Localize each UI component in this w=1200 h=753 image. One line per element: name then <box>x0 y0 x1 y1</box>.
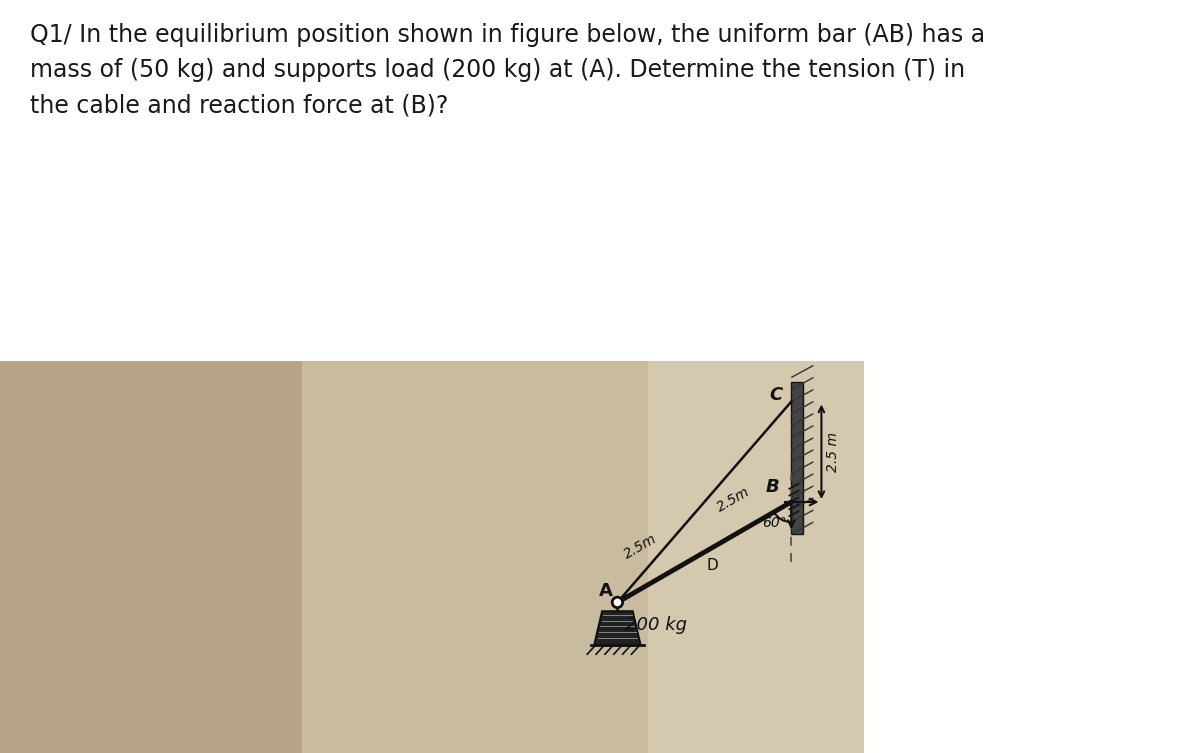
Bar <box>0 361 302 753</box>
Polygon shape <box>594 611 641 645</box>
Text: B: B <box>766 478 779 496</box>
Circle shape <box>612 597 623 608</box>
Text: 2.5m: 2.5m <box>622 532 659 562</box>
Text: 60°: 60° <box>762 516 787 530</box>
Text: 2.5 m: 2.5 m <box>827 431 840 472</box>
Text: 200 kg: 200 kg <box>625 616 688 634</box>
Text: D: D <box>707 558 718 573</box>
Text: Q1/ In the equilibrium position shown in figure below, the uniform bar (AB) has : Q1/ In the equilibrium position shown in… <box>30 23 985 117</box>
Bar <box>791 382 803 534</box>
Text: A: A <box>599 582 613 600</box>
Bar <box>648 361 864 753</box>
Bar <box>302 361 648 753</box>
Text: 2.5m: 2.5m <box>714 484 752 514</box>
Text: C: C <box>769 386 782 404</box>
